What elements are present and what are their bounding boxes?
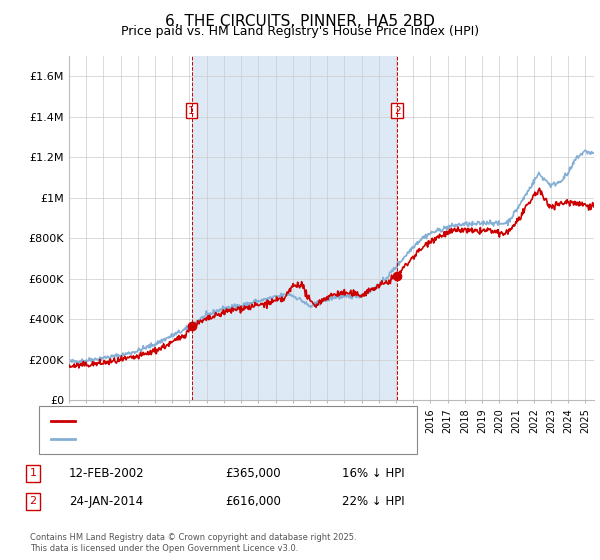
Text: 1: 1 xyxy=(188,106,195,116)
Bar xyxy=(191,56,397,400)
Text: 6, THE CIRCUITS, PINNER, HA5 2BD: 6, THE CIRCUITS, PINNER, HA5 2BD xyxy=(165,14,435,29)
Text: 1: 1 xyxy=(29,468,37,478)
Text: 2: 2 xyxy=(29,496,37,506)
Text: 12-FEB-2002: 12-FEB-2002 xyxy=(69,466,145,480)
Text: 6, THE CIRCUITS, PINNER, HA5 2BD (detached house): 6, THE CIRCUITS, PINNER, HA5 2BD (detach… xyxy=(80,416,358,426)
Text: £616,000: £616,000 xyxy=(225,494,281,508)
Text: 2: 2 xyxy=(394,106,401,116)
Text: Price paid vs. HM Land Registry's House Price Index (HPI): Price paid vs. HM Land Registry's House … xyxy=(121,25,479,38)
Text: HPI: Average price, detached house, Harrow: HPI: Average price, detached house, Harr… xyxy=(80,434,310,444)
Text: 24-JAN-2014: 24-JAN-2014 xyxy=(69,494,143,508)
Text: 16% ↓ HPI: 16% ↓ HPI xyxy=(342,466,404,480)
Text: £365,000: £365,000 xyxy=(225,466,281,480)
Text: Contains HM Land Registry data © Crown copyright and database right 2025.
This d: Contains HM Land Registry data © Crown c… xyxy=(30,533,356,553)
Text: 22% ↓ HPI: 22% ↓ HPI xyxy=(342,494,404,508)
